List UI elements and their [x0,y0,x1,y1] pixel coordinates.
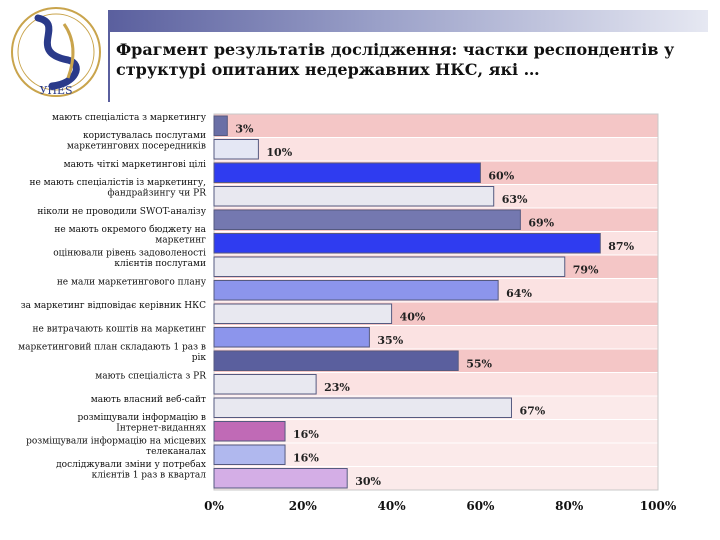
bar [213,209,521,230]
data-label: 3% [235,123,254,136]
header-gradient-bar [108,10,708,32]
data-label: 69% [528,217,554,230]
data-label: 23% [324,381,350,394]
x-tick-label: 60% [466,499,495,513]
logo-text: УНЕS [39,84,72,97]
data-label: 79% [573,264,599,277]
bar [213,162,481,183]
category-label: маркетинг [155,236,206,246]
x-tick-label: 0% [204,499,224,513]
bar [213,115,228,136]
category-label: не мають окремого бюджету на [54,224,206,235]
x-tick-label: 20% [289,499,318,513]
category-label: Інтернет-виданнях [116,424,206,434]
bar [213,303,393,324]
category-label: мають спеціаліста з PR [95,371,206,381]
data-label: 30% [355,475,381,488]
title-line-1: Фрагмент результатів дослідження: частки… [116,40,675,59]
data-label: 55% [466,358,492,371]
category-label: клієнтів послугами [114,259,206,269]
category-label: досліджували зміни у потребах [56,459,206,470]
x-tick-label: 100% [640,499,677,513]
category-label: мають спеціаліста з маркетингу [52,113,207,123]
bar [213,327,370,348]
category-label: телеканалах [146,447,206,457]
bar [213,397,512,418]
bar [213,444,286,465]
data-label: 10% [266,146,292,159]
category-label: маркетингових посередників [67,142,206,152]
bar [213,186,495,207]
title-line-2: структурі опитаних недержавних НКС, які … [116,60,540,79]
data-label: 16% [293,452,319,465]
plot-band [213,113,659,138]
bar [213,374,317,395]
category-label: не мали маркетингового плану [57,277,207,287]
category-label: фандрайзингу чи PR [108,189,207,199]
category-label: оцінювали рівень задоволеності [53,249,206,259]
category-label: за маркетинг відповідає керівник НКС [21,301,206,311]
data-label: 16% [293,428,319,441]
category-label: розміщували інформацію на місцевих [26,437,206,447]
university-seal-logo: УНЕS [11,7,101,97]
data-label: 60% [488,170,514,183]
bar [213,421,286,442]
bar [213,350,459,371]
bar [213,139,259,160]
category-label: рік [192,353,207,363]
data-label: 67% [519,405,545,418]
category-label: не мають спеціалістів із маркетингу, [29,178,206,188]
data-label: 35% [377,334,403,347]
bar [213,256,566,277]
category-label: маркетинговий план складають 1 раз в [18,343,206,353]
category-label: ніколи не проводили SWOT-аналізу [37,207,206,217]
title-rule [108,32,110,102]
category-label: клієнтів 1 раз в квартал [92,471,207,481]
bar [213,280,499,301]
data-label: 40% [400,311,426,324]
data-label: 87% [608,240,634,253]
data-label: 63% [502,193,528,206]
category-label: не витрачають коштів на маркетинг [33,324,207,334]
page-title: Фрагмент результатів дослідження: частки… [116,40,676,80]
data-label: 64% [506,287,532,300]
category-label: розміщували інформацію в [77,413,206,423]
category-label: мають власний веб-сайт [91,394,206,405]
category-label: користувалась послугами [83,131,206,141]
plot-area-border [213,113,659,491]
category-label: мають чіткі маркетингові цілі [64,160,206,170]
x-tick-label: 80% [555,499,584,513]
x-tick-label: 40% [378,499,407,513]
bar [213,233,601,254]
bar [213,468,348,489]
